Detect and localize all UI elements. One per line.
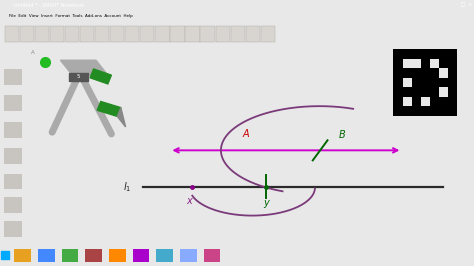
Bar	[421, 49, 430, 59]
Bar	[140, 27, 155, 42]
Bar	[430, 68, 439, 78]
Polygon shape	[117, 108, 126, 127]
Bar	[230, 27, 245, 42]
Bar	[65, 27, 79, 42]
Bar	[430, 49, 439, 59]
Bar	[110, 27, 124, 42]
Bar	[4, 148, 22, 164]
Text: Untitled * - SMART Notebook: Untitled * - SMART Notebook	[14, 3, 84, 7]
Bar	[439, 97, 448, 106]
Bar	[412, 97, 421, 106]
Bar	[393, 106, 402, 116]
Bar	[430, 68, 439, 78]
Polygon shape	[61, 60, 108, 75]
Text: y: y	[263, 198, 269, 207]
Bar	[421, 87, 430, 97]
Bar	[448, 68, 457, 78]
Bar	[4, 95, 22, 110]
Bar	[38, 248, 55, 262]
Bar	[439, 106, 448, 116]
Bar	[412, 78, 421, 87]
Bar	[4, 122, 22, 138]
Bar	[430, 87, 439, 97]
Bar	[5, 27, 19, 42]
Bar	[412, 68, 421, 78]
Bar	[421, 87, 430, 97]
Bar	[412, 49, 421, 59]
Bar	[448, 59, 457, 68]
Text: x: x	[187, 196, 192, 206]
Bar	[216, 27, 230, 42]
Bar	[125, 27, 139, 42]
Bar	[80, 27, 94, 42]
Bar	[430, 97, 439, 106]
Text: A: A	[30, 50, 34, 55]
Bar	[412, 87, 421, 97]
Bar	[402, 49, 412, 59]
Bar	[421, 68, 430, 78]
Bar	[185, 27, 200, 42]
Bar	[62, 248, 78, 262]
Bar	[448, 97, 457, 106]
Bar	[421, 106, 430, 116]
Bar	[430, 78, 439, 87]
Bar	[180, 248, 197, 262]
Bar	[393, 59, 402, 68]
Bar	[35, 27, 49, 42]
Bar	[261, 27, 275, 42]
Bar	[201, 27, 215, 42]
Bar	[402, 68, 412, 78]
Bar	[393, 49, 402, 59]
Text: $l_1$: $l_1$	[123, 181, 131, 194]
Bar	[439, 78, 448, 87]
Bar	[20, 27, 34, 42]
Bar	[393, 97, 402, 106]
Bar	[448, 78, 457, 87]
Bar	[393, 68, 402, 78]
Text: B: B	[338, 130, 345, 140]
Bar	[402, 106, 412, 116]
Bar	[4, 69, 22, 85]
Bar	[421, 59, 430, 68]
Bar	[393, 87, 402, 97]
Bar	[421, 78, 430, 87]
Bar	[133, 248, 149, 262]
Bar	[109, 248, 126, 262]
Bar	[448, 87, 457, 97]
Bar	[448, 49, 457, 59]
Bar	[4, 221, 22, 237]
Bar	[4, 174, 22, 189]
Bar	[155, 27, 170, 42]
Bar	[430, 106, 439, 116]
Bar	[448, 106, 457, 116]
Text: A: A	[242, 129, 249, 139]
Bar	[156, 248, 173, 262]
Bar	[402, 87, 412, 97]
Text: –  □  ×: – □ ×	[455, 3, 472, 7]
Bar	[439, 49, 448, 59]
Bar	[4, 197, 22, 213]
Bar	[14, 248, 31, 262]
Bar	[204, 248, 220, 262]
Polygon shape	[97, 101, 121, 117]
Text: File  Edit  View  Insert  Format  Tools  Add-ons  Account  Help: File Edit View Insert Format Tools Add-o…	[9, 14, 133, 19]
Bar	[246, 27, 260, 42]
Polygon shape	[69, 73, 88, 81]
Polygon shape	[90, 69, 111, 84]
Bar	[393, 78, 402, 87]
Bar	[170, 27, 184, 42]
Bar	[95, 27, 109, 42]
Bar	[412, 78, 421, 87]
Bar	[50, 27, 64, 42]
Bar	[412, 106, 421, 116]
Text: 5: 5	[76, 74, 80, 79]
Bar	[85, 248, 102, 262]
Bar	[439, 59, 448, 68]
